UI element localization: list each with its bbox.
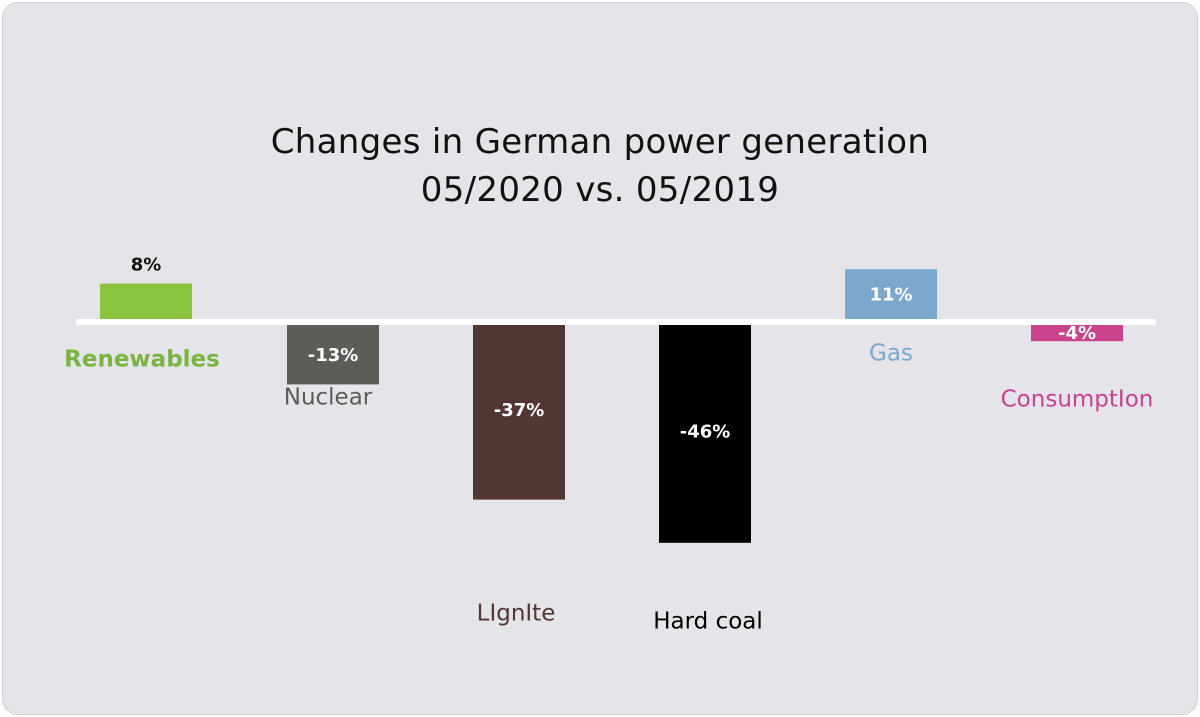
- bar-nuclear: [287, 322, 379, 385]
- chart-subtitle: 05/2020 vs. 05/2019: [420, 170, 780, 210]
- value-label: -37%: [494, 400, 545, 421]
- bar-gas: [845, 269, 937, 322]
- value-label: 8%: [131, 255, 162, 276]
- category-label: Renewables: [64, 347, 220, 373]
- category-label: Nuclear: [284, 385, 373, 411]
- category-label: ConsumptIon: [1001, 387, 1154, 413]
- labels: 8% Renewables -13% Nuclear -37% LIgnIte -46% Ha…: [64, 255, 1153, 635]
- chart-title: Changes in German power generation: [270, 122, 930, 162]
- bar-hard-coal: [659, 322, 751, 543]
- value-label: -46%: [680, 421, 731, 442]
- bar-consumption: [1031, 322, 1123, 342]
- category-label: Gas: [869, 341, 913, 367]
- value-label: 11%: [869, 285, 912, 306]
- bars: [100, 269, 1123, 543]
- value-label: -4%: [1058, 323, 1096, 344]
- bar-lignite: [473, 322, 565, 500]
- category-label: LIgnIte: [477, 601, 556, 627]
- category-label: Hard coal: [653, 609, 763, 635]
- bar-renewables: [100, 283, 192, 322]
- value-label: -13%: [308, 345, 359, 366]
